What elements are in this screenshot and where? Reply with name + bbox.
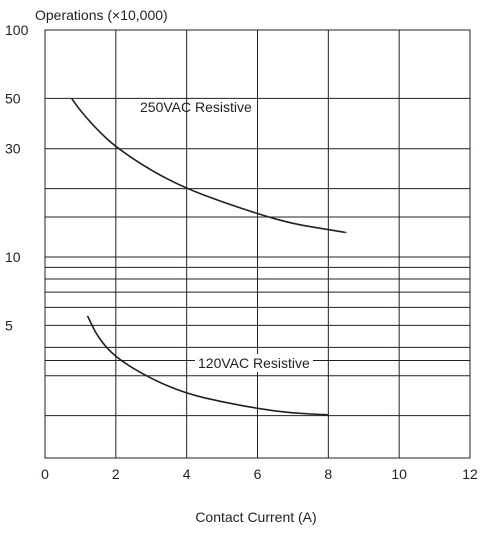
series-label-background xyxy=(195,354,314,372)
x-tick-label: 10 xyxy=(391,466,407,482)
y-axis-title: Operations (×10,000) xyxy=(35,7,168,23)
tick-labels: 0 2 4 6 8 10 12 100 50 30 10 5 xyxy=(5,22,478,482)
x-axis-title: Contact Current (A) xyxy=(195,509,316,525)
series-line xyxy=(86,315,330,416)
y-tick-label: 30 xyxy=(5,141,21,157)
series-label: 250VAC Resistive xyxy=(140,99,252,115)
y-tick-label: 10 xyxy=(5,249,21,265)
x-tick-label: 12 xyxy=(462,466,478,482)
series-line xyxy=(70,97,347,234)
y-tick-label: 100 xyxy=(5,22,29,38)
x-tick-label: 0 xyxy=(41,466,49,482)
y-tick-label: 5 xyxy=(5,317,13,333)
x-tick-label: 4 xyxy=(183,466,191,482)
x-tick-label: 8 xyxy=(324,466,332,482)
series-label: 120VAC Resistive xyxy=(198,355,310,371)
series-lines: 250VAC Resistive 120VAC Resistive xyxy=(70,97,347,416)
y-tick-label: 50 xyxy=(5,90,21,106)
x-tick-label: 6 xyxy=(254,466,262,482)
x-tick-label: 2 xyxy=(112,466,120,482)
grid xyxy=(45,30,470,458)
plot-frame xyxy=(44,29,471,459)
